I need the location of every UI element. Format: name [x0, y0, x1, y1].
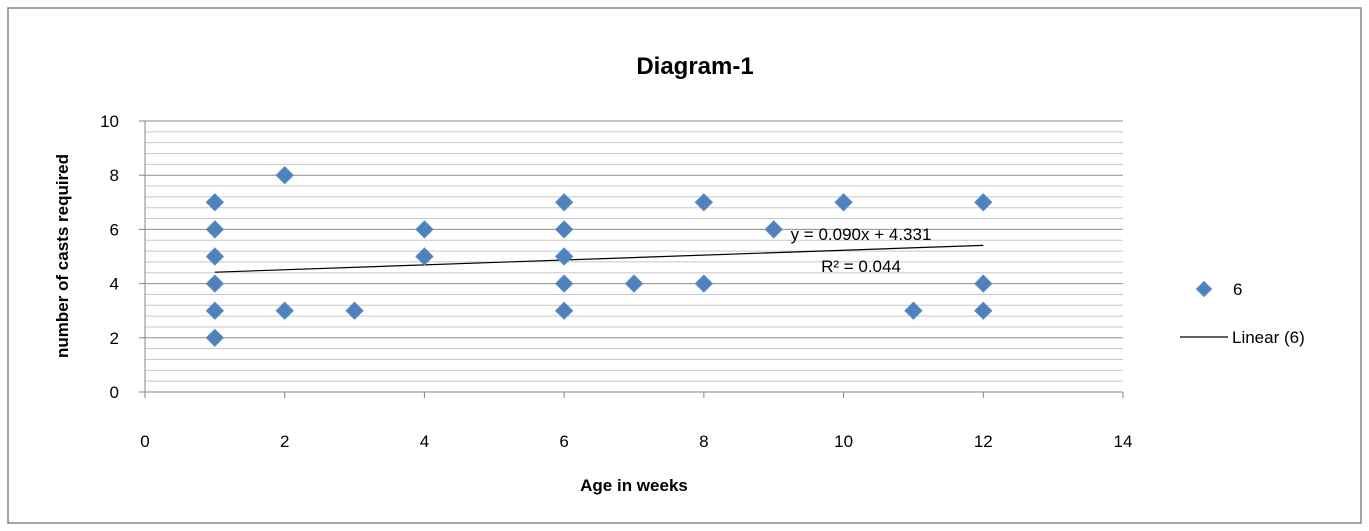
trendline-equation: y = 0.090x + 4.331: [791, 225, 932, 244]
data-point: [205, 193, 225, 212]
x-tick-labels: 0 2 4 6 8 10 12 14: [140, 432, 1132, 451]
data-point: [974, 274, 993, 293]
y-tick-label: 6: [110, 220, 119, 239]
data-point: [205, 274, 225, 293]
y-tick-label: 2: [110, 329, 119, 348]
data-point: [275, 165, 294, 185]
data-point: [205, 220, 225, 239]
data-point: [554, 274, 574, 293]
x-tick-label: 4: [420, 432, 429, 451]
x-tick-label: 12: [974, 432, 993, 451]
y-tick-label: 10: [100, 112, 119, 131]
data-point: [694, 274, 714, 293]
axes: [139, 120, 1124, 398]
x-tick-label: 0: [140, 432, 149, 451]
data-point: [904, 301, 923, 320]
y-tick-label: 0: [110, 383, 119, 402]
trendline: [214, 244, 984, 273]
chart-title: Diagram-1: [636, 53, 753, 80]
data-point: [275, 301, 294, 320]
y-axis-title: number of casts required: [53, 154, 72, 358]
data-point: [415, 220, 434, 239]
data-point: [345, 301, 364, 320]
data-point: [974, 193, 993, 212]
data-point: [554, 220, 574, 239]
x-tick-label: 14: [1114, 432, 1133, 451]
x-axis-title: Age in weeks: [580, 476, 688, 495]
data-point: [694, 193, 714, 212]
chart-frame: [7, 7, 1362, 524]
data-point: [205, 328, 225, 348]
legend: 6 Linear (6): [1180, 280, 1305, 347]
data-point: [415, 247, 434, 266]
legend-label-trend: Linear (6): [1232, 328, 1305, 347]
data-point: [554, 193, 574, 212]
legend-marker-diamond: [1195, 280, 1213, 298]
data-point: [764, 220, 783, 239]
x-tick-label: 8: [699, 432, 708, 451]
data-point: [554, 247, 574, 266]
data-point: [554, 301, 574, 320]
data-point: [205, 247, 225, 266]
data-point: [974, 301, 993, 320]
y-tick-labels: 0 2 4 6 8 10: [100, 112, 119, 402]
data-point: [834, 193, 853, 212]
gridlines: [145, 120, 1123, 382]
x-tick-label: 6: [559, 432, 568, 451]
x-tick-label: 10: [834, 432, 853, 451]
y-tick-label: 8: [110, 166, 119, 185]
x-tick-label: 2: [280, 432, 289, 451]
data-point: [205, 301, 225, 320]
data-point: [624, 274, 644, 293]
data-points: [205, 165, 993, 348]
legend-label-series: 6: [1233, 280, 1242, 299]
trendline-r-squared: R² = 0.044: [821, 257, 901, 276]
y-tick-label: 4: [110, 275, 119, 294]
